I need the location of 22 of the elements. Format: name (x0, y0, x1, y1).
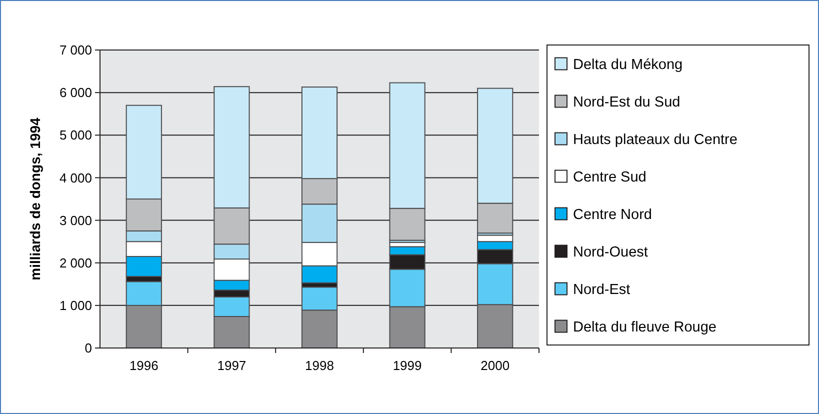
legend-label: Hauts plateaux du Centre (573, 132, 738, 148)
y-tick-label: 6 000 (59, 85, 92, 100)
legend-label: Nord-Est (573, 282, 630, 298)
y-tick-label: 4 000 (59, 170, 92, 186)
legend-label: Delta du fleuve Rouge (573, 319, 716, 336)
y-tick-label: 0 (84, 340, 92, 356)
legend-label: Centre Nord (573, 206, 652, 223)
y-tick-label: 5 000 (59, 128, 92, 143)
legend-label: Delta du Mékong (573, 56, 683, 73)
legend-label: Nord-Est du Sud (573, 94, 680, 110)
x-tick-label: 1996 (129, 358, 158, 373)
x-tick-label: 1997 (217, 358, 246, 373)
y-axis-title: milliards de dongs, 1994 (27, 117, 43, 280)
x-tick-label: 2000 (480, 358, 510, 373)
legend-label: Centre Sud (573, 169, 646, 186)
y-tick-label: 1 000 (59, 298, 92, 313)
x-tick-label: 1999 (392, 358, 422, 373)
legend-label: Nord-Ouest (573, 244, 648, 260)
y-tick-label: 7 000 (59, 42, 92, 58)
y-tick-label: 3 000 (59, 212, 92, 228)
y-tick-label: 2 000 (59, 255, 92, 270)
x-tick-label: 1998 (305, 358, 334, 373)
